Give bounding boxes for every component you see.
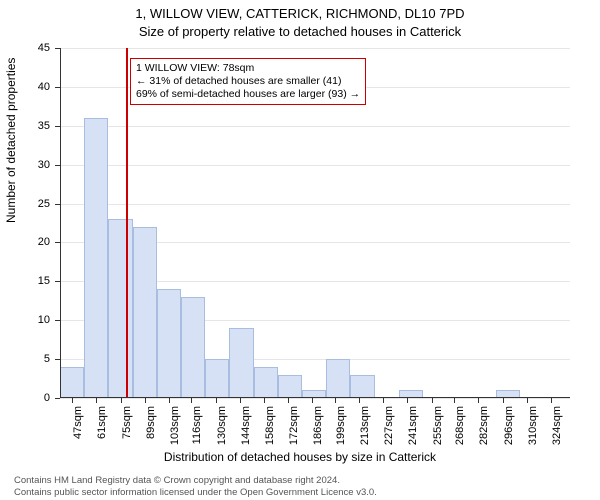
y-tick-label: 45: [10, 42, 50, 54]
histogram-bar: [157, 289, 181, 398]
x-tick-label: 89sqm: [145, 406, 157, 448]
x-tick-label: 130sqm: [216, 406, 228, 448]
x-tick-label: 144sqm: [240, 406, 252, 448]
footer-line-2: Contains public sector information licen…: [14, 487, 377, 498]
histogram-bar: [326, 359, 350, 398]
x-tick-label: 75sqm: [121, 406, 133, 448]
histogram-bar: [133, 227, 157, 398]
x-tick-label: 282sqm: [478, 406, 490, 448]
y-tick-label: 10: [10, 314, 50, 326]
y-tick-label: 30: [10, 159, 50, 171]
y-tick-label: 20: [10, 236, 50, 248]
histogram-bar: [278, 375, 302, 398]
y-tick-label: 25: [10, 198, 50, 210]
histogram-bar: [205, 359, 229, 398]
x-tick-label: 47sqm: [72, 406, 84, 448]
x-tick-label: 116sqm: [191, 406, 203, 448]
title-line-2: Size of property relative to detached ho…: [0, 24, 600, 39]
footer: Contains HM Land Registry data © Crown c…: [14, 475, 377, 498]
histogram-bar: [350, 375, 374, 398]
x-tick-label: 255sqm: [432, 406, 444, 448]
title-line-1: 1, WILLOW VIEW, CATTERICK, RICHMOND, DL1…: [0, 6, 600, 21]
histogram-bar: [60, 367, 84, 398]
y-tick-label: 35: [10, 120, 50, 132]
x-tick-label: 268sqm: [454, 406, 466, 448]
histogram-bar: [181, 297, 205, 398]
x-tick-label: 199sqm: [335, 406, 347, 448]
x-tick-label: 61sqm: [96, 406, 108, 448]
y-tick-label: 0: [10, 392, 50, 404]
x-axis-label: Distribution of detached houses by size …: [0, 450, 600, 464]
x-tick-label: 324sqm: [551, 406, 563, 448]
x-tick-label: 241sqm: [407, 406, 419, 448]
x-tick-label: 186sqm: [312, 406, 324, 448]
x-tick-label: 172sqm: [288, 406, 300, 448]
histogram-bar: [254, 367, 278, 398]
annotation-line-3: 69% of semi-detached houses are larger (…: [136, 88, 360, 101]
x-tick-label: 296sqm: [503, 406, 515, 448]
marker-line: [126, 48, 128, 398]
histogram-bar: [84, 118, 108, 398]
footer-line-1: Contains HM Land Registry data © Crown c…: [14, 475, 377, 486]
y-axis-line: [60, 48, 61, 398]
y-tick-label: 5: [10, 353, 50, 365]
y-tick-label: 40: [10, 81, 50, 93]
x-axis-line: [60, 397, 570, 398]
y-tick-label: 15: [10, 275, 50, 287]
annotation-line-1: 1 WILLOW VIEW: 78sqm: [136, 62, 360, 75]
annotation-box: 1 WILLOW VIEW: 78sqm ← 31% of detached h…: [130, 58, 366, 105]
x-tick-label: 310sqm: [527, 406, 539, 448]
x-tick-label: 227sqm: [383, 406, 395, 448]
x-tick-label: 103sqm: [169, 406, 181, 448]
annotation-line-2: ← 31% of detached houses are smaller (41…: [136, 75, 360, 88]
histogram-bar: [108, 219, 132, 398]
x-tick-label: 213sqm: [359, 406, 371, 448]
histogram-bar: [229, 328, 253, 398]
x-tick-label: 158sqm: [264, 406, 276, 448]
